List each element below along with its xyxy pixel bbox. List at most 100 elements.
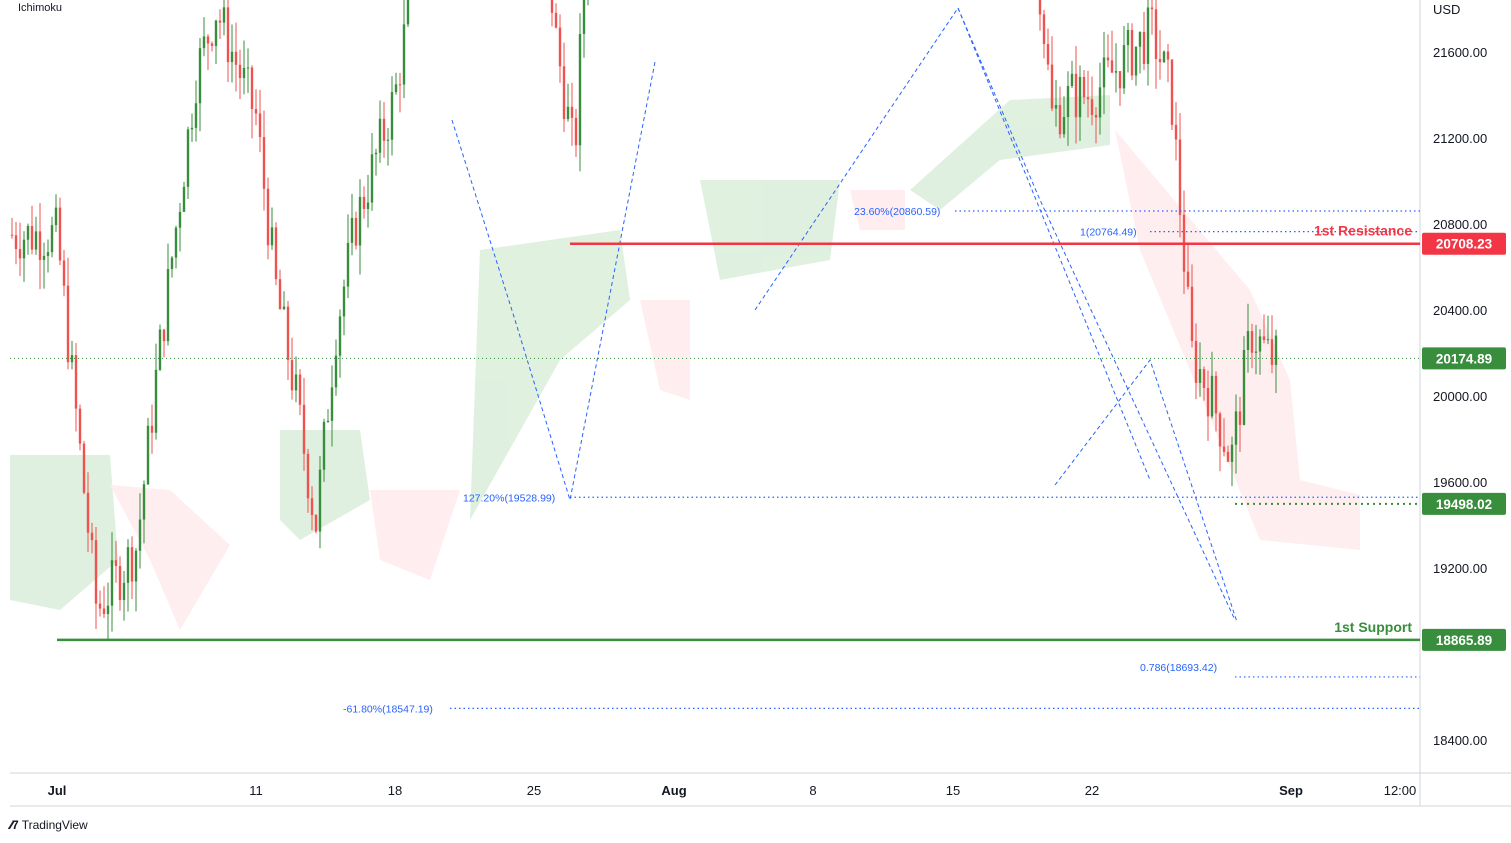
candle-body xyxy=(1266,339,1270,341)
time-tick-label: Aug xyxy=(661,783,686,798)
candle-body xyxy=(270,227,274,246)
candle-body xyxy=(1058,104,1062,135)
candle-body xyxy=(130,547,134,582)
candle-body xyxy=(1194,340,1198,383)
price-label-box xyxy=(1422,232,1506,255)
fib-label: -61.80%(18547.19) xyxy=(343,703,433,715)
price-label-resistance-1: 20708.23 xyxy=(1422,232,1506,255)
candle-body xyxy=(1146,7,1150,64)
candle-body xyxy=(362,196,366,209)
candle-body xyxy=(1126,29,1130,46)
fib-label: 0.786(18693.42) xyxy=(1140,662,1217,674)
candle-body xyxy=(374,152,378,155)
price-label-box xyxy=(1422,628,1506,651)
candle-body xyxy=(1250,331,1254,353)
candle-body xyxy=(118,566,122,601)
candle-body xyxy=(254,109,258,114)
time-tick-label: 8 xyxy=(809,783,816,798)
candle-body xyxy=(22,239,26,259)
candle-body xyxy=(230,51,234,63)
candle-body xyxy=(554,12,558,28)
price-tick-label: 20000.00 xyxy=(1433,389,1487,404)
candle-body xyxy=(210,43,214,46)
candle-body xyxy=(126,547,130,583)
candle-body xyxy=(282,306,286,310)
candle-body xyxy=(30,225,34,250)
cloud-bear-segment xyxy=(1115,130,1360,550)
fib-label: 1(20764.49) xyxy=(1080,227,1137,239)
candle-body xyxy=(18,249,22,259)
candle-body xyxy=(334,355,338,388)
candle-body xyxy=(1230,444,1234,462)
candle-body xyxy=(146,425,150,485)
candle-body xyxy=(34,231,38,250)
candle-body xyxy=(1222,446,1226,452)
candle-body xyxy=(1134,46,1138,76)
price-axis[interactable]: 18400.00 19200.00 19600.00 20000.00 20400.00… xyxy=(1433,0,1487,748)
candle-body xyxy=(278,279,282,310)
candle-body xyxy=(78,408,82,444)
candle-body xyxy=(102,608,106,615)
candle-body xyxy=(570,106,574,118)
candle-body xyxy=(1082,76,1086,98)
candle-body xyxy=(318,469,322,532)
time-axis[interactable]: Jul 11 18 25 Aug 8 15 22 Sep 12:00 xyxy=(48,783,1417,798)
brand-footer: ⁄⁄7 TradingView xyxy=(10,818,88,832)
candle-body xyxy=(1138,31,1142,47)
candle-body xyxy=(174,227,178,258)
candle-body xyxy=(226,7,230,63)
candle-body xyxy=(1246,331,1250,350)
candle-body xyxy=(206,36,210,44)
candle-body xyxy=(74,355,78,409)
time-tick-label: 25 xyxy=(527,783,541,798)
plot-area[interactable] xyxy=(10,0,1420,773)
candle-body xyxy=(1258,336,1262,352)
candle-body xyxy=(90,532,94,541)
candle-body xyxy=(50,225,54,253)
candle-body xyxy=(182,186,186,212)
candle-body xyxy=(1074,73,1078,118)
price-tick-label: 19200.00 xyxy=(1433,561,1487,576)
candle-body xyxy=(150,425,154,433)
candle-body xyxy=(250,67,254,110)
candle-body xyxy=(1110,60,1114,73)
candle-body xyxy=(86,492,90,533)
candle-body xyxy=(1170,59,1174,125)
candle-body xyxy=(1114,71,1118,73)
candle-body xyxy=(338,316,342,356)
candle-body xyxy=(1062,117,1066,135)
candle-body xyxy=(1150,7,1154,10)
candle-body xyxy=(246,67,250,69)
candle-body xyxy=(298,374,302,405)
candle-body xyxy=(1070,73,1074,86)
candle-body xyxy=(62,260,66,286)
price-label-text: 20174.89 xyxy=(1436,351,1492,366)
candle-body xyxy=(290,360,294,391)
indicator-label[interactable]: Ichimoku xyxy=(18,2,63,14)
candles xyxy=(10,0,1278,640)
candle-body xyxy=(170,257,174,270)
candle-body xyxy=(302,404,306,454)
candle-body xyxy=(58,207,62,261)
time-tick-label: 22 xyxy=(1085,783,1099,798)
candle-body xyxy=(1106,57,1110,61)
candle-body xyxy=(1050,64,1054,109)
candle-body xyxy=(1046,44,1050,65)
candle-body xyxy=(346,242,350,287)
candle-body xyxy=(286,306,290,361)
candle-body xyxy=(582,0,586,34)
candle-body xyxy=(1066,85,1070,118)
support-label: 1st Support xyxy=(1334,619,1412,635)
candle-body xyxy=(262,137,266,189)
candle-body xyxy=(574,117,578,146)
time-tick-label: Sep xyxy=(1279,783,1303,798)
candle-body xyxy=(402,24,406,85)
candle-body xyxy=(578,33,582,146)
candle-body xyxy=(390,92,394,140)
pattern-leg xyxy=(1054,358,1238,623)
candle-body xyxy=(1274,335,1278,365)
candle-body xyxy=(114,560,118,567)
candle-body xyxy=(10,234,14,236)
candle-body xyxy=(154,369,158,433)
